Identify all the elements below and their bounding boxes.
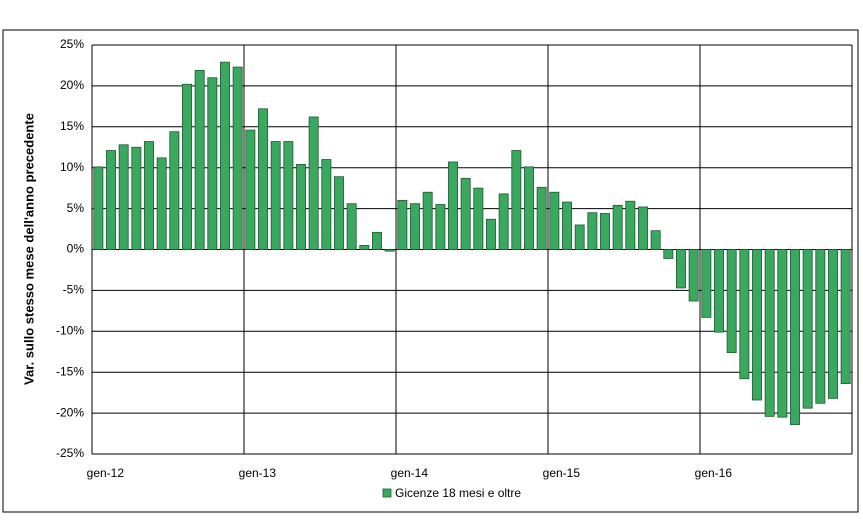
bar	[612, 204, 623, 250]
x-tick-label: gen-13	[239, 466, 277, 480]
y-tick-label: 25%	[60, 37, 84, 51]
bar	[220, 61, 230, 250]
bar	[764, 249, 775, 417]
bar	[688, 249, 699, 302]
legend-swatch	[382, 488, 392, 498]
bar	[245, 129, 256, 250]
bar	[486, 218, 496, 250]
y-tick-label: 20%	[60, 78, 84, 92]
bar	[106, 150, 116, 250]
bar	[625, 200, 636, 250]
bar	[536, 186, 547, 250]
x-tick-label: gen-15	[543, 466, 581, 480]
bar	[296, 164, 306, 250]
y-tick-label: -25%	[56, 446, 84, 460]
y-tick-label: 15%	[60, 119, 84, 133]
bar	[422, 191, 433, 250]
bar	[346, 203, 357, 250]
bar	[372, 231, 382, 250]
bar	[638, 206, 648, 250]
bar	[397, 200, 408, 250]
bar	[283, 141, 294, 250]
bar	[435, 204, 446, 250]
bar	[384, 249, 395, 252]
bar	[321, 159, 332, 250]
bar	[714, 249, 724, 333]
y-axis-title: Var. sullo stesso mese dell'anno precede…	[21, 113, 36, 385]
bar	[169, 131, 180, 250]
bar	[232, 66, 243, 250]
bar	[498, 193, 509, 250]
bar	[549, 191, 560, 250]
bar	[308, 116, 319, 250]
bar	[701, 249, 712, 318]
y-tick-label: 5%	[67, 201, 85, 215]
bar	[790, 249, 800, 425]
bar	[118, 144, 129, 250]
y-tick-label: -10%	[56, 323, 84, 337]
bar	[194, 69, 205, 250]
bar	[182, 83, 192, 250]
bar	[448, 161, 458, 250]
bar	[562, 201, 572, 250]
bar	[93, 166, 104, 250]
bar	[726, 249, 737, 353]
y-tick-label: -5%	[63, 283, 85, 297]
bar	[574, 224, 585, 250]
bar	[815, 249, 826, 404]
bar	[587, 212, 598, 250]
bar	[511, 150, 522, 250]
bar	[840, 249, 851, 385]
bar	[777, 249, 788, 418]
bar	[739, 249, 750, 380]
bar	[144, 141, 154, 250]
bar	[131, 146, 142, 250]
bar	[334, 176, 344, 250]
bar	[460, 177, 471, 250]
bar	[270, 141, 281, 250]
y-tick-label: -20%	[56, 405, 84, 419]
bar	[156, 157, 167, 250]
bar	[828, 249, 838, 399]
bar	[650, 230, 661, 250]
bar	[207, 77, 218, 250]
bar	[663, 249, 674, 259]
bar	[473, 187, 484, 250]
y-tick-label: 10%	[60, 160, 84, 174]
bar	[676, 249, 686, 289]
x-tick-label: gen-14	[391, 466, 429, 480]
bar	[258, 108, 268, 250]
x-tick-label: gen-12	[87, 466, 125, 480]
legend-label: Gicenze 18 mesi e oltre	[395, 486, 521, 500]
bar	[752, 249, 762, 401]
bar	[802, 249, 813, 409]
y-tick-label: -15%	[56, 364, 84, 378]
bar	[524, 166, 534, 250]
bar	[359, 245, 370, 250]
chart-frame	[2, 29, 859, 513]
bar	[600, 213, 610, 250]
bar	[410, 203, 420, 250]
y-tick-label: 0%	[67, 242, 85, 256]
x-tick-label: gen-16	[695, 466, 733, 480]
